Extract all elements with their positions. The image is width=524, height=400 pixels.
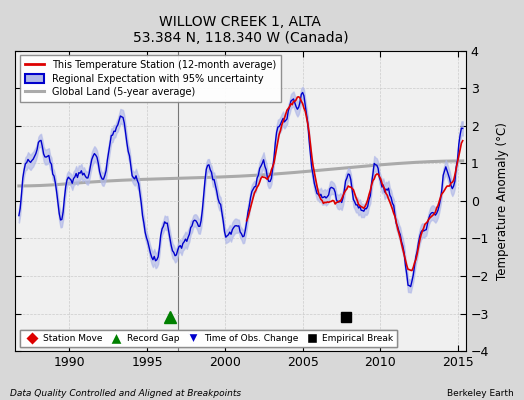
- Legend: Station Move, Record Gap, Time of Obs. Change, Empirical Break: Station Move, Record Gap, Time of Obs. C…: [19, 330, 397, 347]
- Text: Data Quality Controlled and Aligned at Breakpoints: Data Quality Controlled and Aligned at B…: [10, 389, 242, 398]
- Text: Berkeley Earth: Berkeley Earth: [447, 389, 514, 398]
- Y-axis label: Temperature Anomaly (°C): Temperature Anomaly (°C): [496, 122, 509, 280]
- Title: WILLOW CREEK 1, ALTA
53.384 N, 118.340 W (Canada): WILLOW CREEK 1, ALTA 53.384 N, 118.340 W…: [133, 15, 348, 45]
